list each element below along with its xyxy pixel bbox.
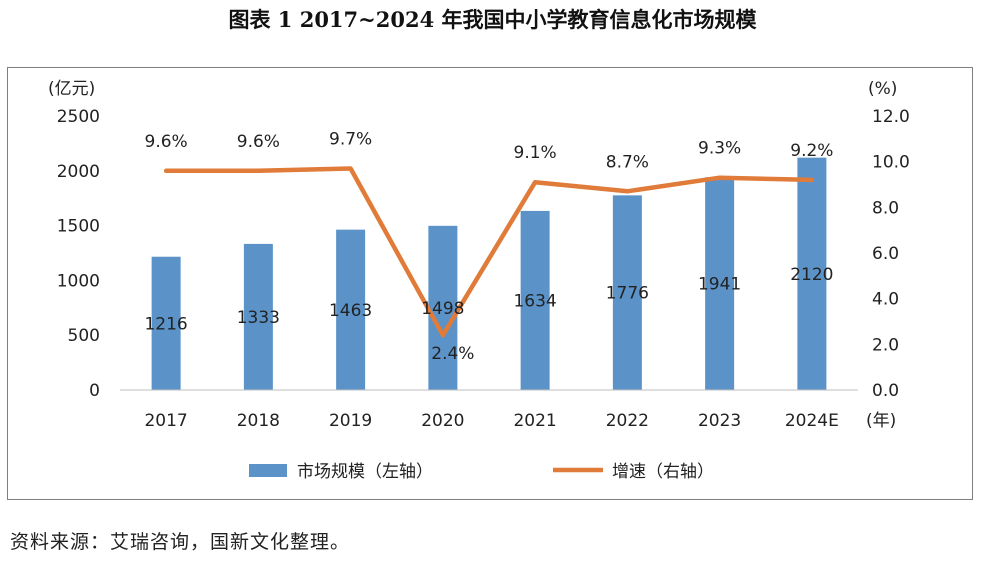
y-axis-left-unit: (亿元) xyxy=(48,79,95,99)
y-right-tick-label: 4.0 xyxy=(872,290,899,310)
legend-line-label: 增速（右轴） xyxy=(612,462,714,482)
bar xyxy=(243,243,273,390)
bar xyxy=(336,229,366,390)
y-left-tick-label: 2500 xyxy=(57,107,100,127)
bar xyxy=(612,195,642,390)
y-axis-right-ticks: 0.0 2.0 4.0 6.0 8.0 10.0 12.0 xyxy=(872,107,910,401)
line-data-labels: 9.6% 9.6% 9.7% 2.4% 9.1% 8.7% 9.3% 9.2% xyxy=(145,130,834,365)
bar xyxy=(705,177,735,390)
line-data-label: 2.4% xyxy=(431,344,474,364)
y-left-tick-label: 500 xyxy=(68,326,100,346)
bar-data-label: 2120 xyxy=(790,265,833,285)
line-series xyxy=(163,166,815,338)
y-left-tick-label: 0 xyxy=(89,381,100,401)
line-data-label: 9.7% xyxy=(329,130,372,150)
y-right-tick-label: 2.0 xyxy=(872,335,899,355)
bar-series xyxy=(151,157,827,390)
y-left-tick-label: 1000 xyxy=(57,271,100,291)
y-right-tick-label: 12.0 xyxy=(872,107,910,127)
source-note: 资料来源：艾瑞咨询，国新文化整理。 xyxy=(10,531,351,553)
x-axis-ticks: 2017 2018 2019 2020 2021 2022 2023 2024E xyxy=(144,411,838,431)
x-tick-label: 2023 xyxy=(698,411,741,431)
figure-title: 图表 1 2017~2024 年我国中小学教育信息化市场规模 xyxy=(228,7,757,32)
chart-frame xyxy=(7,67,973,500)
growth-line xyxy=(163,166,815,338)
bar-data-labels: 1216 1333 1463 1498 1634 1776 1941 2120 xyxy=(144,265,833,335)
y-left-tick-label: 1500 xyxy=(57,217,100,237)
bar xyxy=(797,157,827,390)
x-tick-label: 2024E xyxy=(785,411,839,431)
x-tick-label: 2021 xyxy=(513,411,556,431)
bar-data-label: 1634 xyxy=(513,291,556,311)
y-axis-left-ticks: 0 500 1000 1500 2000 2500 xyxy=(57,107,100,401)
line-data-label: 8.7% xyxy=(606,152,649,172)
line-data-label: 9.6% xyxy=(237,132,280,152)
y-right-tick-label: 8.0 xyxy=(872,198,899,218)
legend-bar-label: 市场规模（左轴） xyxy=(297,462,433,482)
legend-bar-swatch xyxy=(249,464,287,477)
bar-data-label: 1498 xyxy=(421,299,464,319)
x-axis-unit: (年) xyxy=(866,411,896,431)
y-axis-right-unit: (%) xyxy=(868,79,897,99)
x-tick-label: 2018 xyxy=(237,411,280,431)
y-right-tick-label: 6.0 xyxy=(872,244,899,264)
bar xyxy=(520,210,550,390)
x-tick-label: 2019 xyxy=(329,411,372,431)
y-right-tick-label: 10.0 xyxy=(872,153,910,173)
x-tick-label: 2022 xyxy=(606,411,649,431)
bar-data-label: 1216 xyxy=(144,314,187,334)
bar-data-label: 1776 xyxy=(606,284,649,304)
y-right-tick-label: 0.0 xyxy=(872,381,899,401)
line-data-label: 9.1% xyxy=(514,143,557,163)
line-data-label: 9.6% xyxy=(145,132,188,152)
bar-data-label: 1333 xyxy=(237,308,280,328)
bar xyxy=(428,225,458,390)
bar-data-label: 1463 xyxy=(329,301,372,321)
line-data-label: 9.3% xyxy=(698,139,741,159)
x-tick-label: 2020 xyxy=(421,411,464,431)
legend: 市场规模（左轴） 增速（右轴） xyxy=(249,462,714,482)
bar-data-label: 1941 xyxy=(698,275,741,295)
bar xyxy=(151,256,181,390)
y-left-tick-label: 2000 xyxy=(57,162,100,182)
line-data-label: 9.2% xyxy=(790,141,833,161)
x-tick-label: 2017 xyxy=(144,411,187,431)
